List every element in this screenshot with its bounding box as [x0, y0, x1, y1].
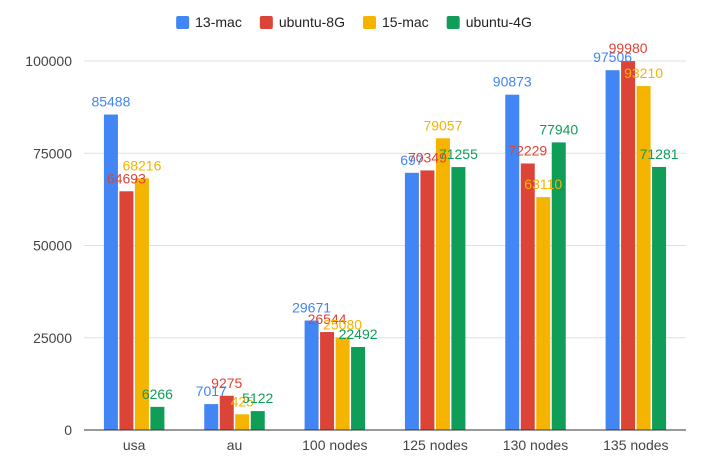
- legend-label-ubuntu-8g: ubuntu-8G: [279, 14, 345, 30]
- bar-ubuntu-4g-100-nodes: [351, 347, 366, 430]
- bar-ubuntu-4g-usa: [150, 406, 165, 430]
- bar-13-mac-125-nodes: [404, 172, 419, 430]
- bar-ubuntu-4g-125-nodes: [451, 167, 466, 431]
- bar-ubuntu-8g-au: [219, 395, 234, 430]
- data-label-ubuntu-4g-135-nodes: 71281: [640, 146, 679, 162]
- data-label-13-mac-125-nodes: 697: [400, 152, 424, 168]
- y-tick-label: 75000: [33, 145, 72, 161]
- data-label-15-mac-au: 425: [231, 393, 255, 409]
- x-tick-label-130-nodes: 130 nodes: [503, 437, 568, 453]
- bar-15-mac-usa: [134, 178, 149, 430]
- data-label-15-mac-100-nodes: 25080: [323, 316, 362, 332]
- y-tick-label: 100000: [25, 53, 72, 69]
- x-axis-tick-labels: usa au 100 nodes 125 nodes 130 nodes 135 node…: [123, 437, 669, 453]
- data-label-13-mac-au: 7017: [196, 383, 227, 399]
- legend: 13-mac ubuntu-8G 15-mac ubuntu-4G: [176, 14, 532, 30]
- x-tick-label-125-nodes: 125 nodes: [402, 437, 467, 453]
- gridlines: [84, 60, 686, 339]
- data-label-15-mac-130-nodes: 63110: [524, 176, 562, 192]
- bar-13-mac-usa: [103, 114, 118, 430]
- data-label-ubuntu-8g-100-nodes: 26544: [308, 311, 347, 327]
- y-tick-label: 0: [64, 422, 72, 438]
- bar-ubuntu-8g-130-nodes: [520, 163, 535, 431]
- bar-15-mac-125-nodes: [435, 138, 450, 430]
- data-label-ubuntu-4g-au: 5122: [242, 390, 273, 406]
- bar-ubuntu-4g-130-nodes: [551, 142, 566, 430]
- data-label-13-mac-100-nodes: 29671: [292, 300, 331, 316]
- bar-ubuntu-4g-135-nodes: [652, 166, 667, 430]
- legend-label-13-mac: 13-mac: [195, 14, 242, 30]
- bar-13-mac-au: [204, 404, 219, 430]
- x-tick-label-usa: usa: [123, 437, 146, 453]
- data-label-ubuntu-4g-usa: 6266: [142, 386, 173, 402]
- data-label-13-mac-usa: 85488: [91, 94, 130, 110]
- data-label-ubuntu-8g-au: 9275: [211, 375, 242, 391]
- y-tick-label: 25000: [33, 330, 72, 346]
- bar-13-mac-135-nodes: [605, 70, 620, 431]
- bar-ubuntu-8g-135-nodes: [621, 61, 636, 431]
- legend-swatch-ubuntu-8g: [259, 16, 273, 29]
- bar-15-mac-au: [235, 414, 250, 430]
- legend-swatch-15-mac: [363, 16, 376, 29]
- x-tick-label-100-nodes: 100 nodes: [302, 437, 367, 453]
- x-tick-label-135-nodes: 135 nodes: [603, 437, 668, 453]
- data-label-ubuntu-4g-125-nodes: 71255: [439, 146, 478, 162]
- data-label-ubuntu-8g-130-nodes: 72229: [508, 142, 547, 158]
- x-tick-label-au: au: [227, 437, 243, 453]
- bars: [103, 61, 667, 431]
- bar-ubuntu-4g-au: [250, 411, 265, 430]
- y-axis-tick-labels: 0 25000 50000 75000 100000: [25, 53, 72, 438]
- data-label-13-mac-135-nodes: 97506: [593, 49, 632, 65]
- bar-15-mac-100-nodes: [335, 337, 350, 430]
- data-label-15-mac-usa: 68216: [122, 157, 161, 173]
- y-tick-label: 50000: [33, 238, 72, 254]
- data-label-13-mac-130-nodes: 90873: [493, 74, 532, 90]
- legend-swatch-ubuntu-4g: [446, 16, 460, 29]
- data-label-15-mac-125-nodes: 79057: [423, 117, 462, 133]
- bar-ubuntu-8g-usa: [119, 191, 134, 430]
- bar-15-mac-130-nodes: [536, 197, 551, 430]
- data-label-ubuntu-8g-125-nodes: 70349: [408, 149, 447, 165]
- bar-15-mac-135-nodes: [636, 86, 651, 430]
- bar-ubuntu-8g-125-nodes: [420, 170, 435, 431]
- legend-label-15-mac: 15-mac: [382, 14, 429, 30]
- data-label-ubuntu-4g-100-nodes: 22492: [339, 326, 378, 342]
- data-label-ubuntu-8g-135-nodes: 99980: [609, 40, 648, 56]
- data-label-ubuntu-4g-130-nodes: 77940: [539, 121, 578, 137]
- legend-swatch-13-mac: [176, 16, 190, 29]
- data-label-ubuntu-8g-usa: 64693: [107, 170, 146, 186]
- legend-label-ubuntu-4g: ubuntu-4G: [466, 14, 532, 30]
- bar-ubuntu-8g-100-nodes: [320, 332, 335, 430]
- data-label-15-mac-135-nodes: 93210: [624, 65, 663, 81]
- bar-13-mac-130-nodes: [505, 94, 520, 431]
- bar-13-mac-100-nodes: [304, 320, 319, 430]
